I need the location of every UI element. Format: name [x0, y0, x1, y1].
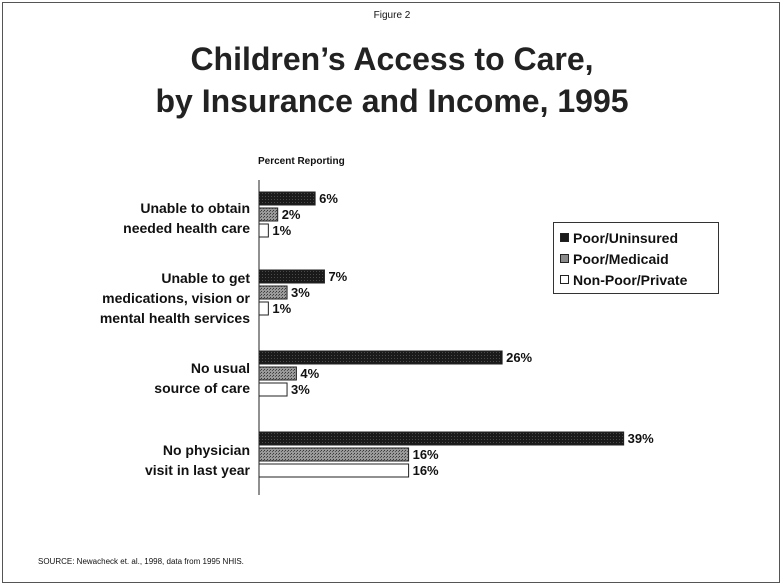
- bar-poor-medicaid-3: [258, 366, 297, 381]
- category-label-2-line-1: Unable to get: [161, 270, 250, 286]
- legend-label-poor-medicaid: Poor/Medicaid: [573, 250, 669, 267]
- legend-label-non-poor-private: Non-Poor/Private: [573, 271, 688, 288]
- bar-non-poor-private-1: [258, 223, 269, 238]
- category-label-1-line-2: needed health care: [123, 220, 250, 236]
- data-label-poor-medicaid-2: 3%: [291, 285, 310, 300]
- chart-title-line-2: by Insurance and Income, 1995: [155, 83, 629, 119]
- category-label-3-line-2: source of care: [154, 380, 250, 396]
- chart-title: Children’s Access to Care, by Insurance …: [0, 38, 784, 122]
- data-label-non-poor-private-2: 1%: [272, 301, 291, 316]
- data-label-poor-uninsured-2: 7%: [328, 269, 347, 284]
- bar-poor-uninsured-4: [258, 431, 625, 446]
- category-label-4-line-2: visit in last year: [144, 462, 250, 478]
- bar-poor-uninsured-2: [258, 269, 325, 284]
- bar-poor-medicaid-1: [258, 207, 279, 222]
- legend: Poor/Uninsured Poor/Medicaid Non-Poor/Pr…: [553, 222, 719, 294]
- legend-item-non-poor-private: Non-Poor/Private: [560, 269, 718, 290]
- category-label-4: No physician visit in last year: [20, 440, 250, 480]
- data-label-poor-uninsured-1: 6%: [319, 191, 338, 206]
- bar-non-poor-private-2: [258, 301, 269, 316]
- category-label-3: No usual source of care: [20, 358, 250, 398]
- legend-swatch-poor-uninsured: [560, 233, 569, 242]
- data-label-poor-medicaid-3: 4%: [300, 366, 319, 381]
- data-label-poor-uninsured-3: 26%: [506, 350, 532, 365]
- category-label-2-line-3: mental health services: [99, 310, 250, 326]
- data-label-poor-uninsured-4: 39%: [628, 431, 654, 446]
- data-label-non-poor-private-1: 1%: [272, 223, 291, 238]
- bar-series-group: 6%2%1%7%3%1%26%4%3%39%16%16%: [258, 191, 654, 478]
- chart-title-line-1: Children’s Access to Care,: [190, 41, 594, 77]
- bar-poor-medicaid-2: [258, 285, 288, 300]
- category-label-2: Unable to get medications, vision or menta…: [20, 268, 250, 328]
- legend-item-poor-medicaid: Poor/Medicaid: [560, 248, 718, 269]
- data-label-poor-medicaid-4: 16%: [413, 447, 439, 462]
- data-label-poor-medicaid-1: 2%: [282, 207, 301, 222]
- category-label-4-line-1: No physician: [162, 442, 250, 458]
- category-label-1: Unable to obtain needed health care: [20, 198, 250, 238]
- axis-caption: Percent Reporting: [258, 156, 345, 167]
- bar-poor-uninsured-3: [258, 350, 503, 365]
- source-note: SOURCE: Newacheck et. al., 1998, data fr…: [38, 557, 244, 566]
- legend-swatch-non-poor-private: [560, 275, 569, 284]
- data-label-non-poor-private-3: 3%: [291, 382, 310, 397]
- figure-label: Figure 2: [373, 10, 411, 21]
- legend-swatch-poor-medicaid: [560, 254, 569, 263]
- bar-non-poor-private-3: [258, 382, 288, 397]
- bar-non-poor-private-4: [258, 463, 410, 478]
- data-label-non-poor-private-4: 16%: [413, 463, 439, 478]
- category-label-2-line-2: medications, vision or: [102, 290, 250, 306]
- category-label-3-line-1: No usual: [190, 360, 250, 376]
- bar-poor-medicaid-4: [258, 447, 410, 462]
- bar-poor-uninsured-1: [258, 191, 316, 206]
- legend-label-poor-uninsured: Poor/Uninsured: [573, 229, 679, 246]
- legend-item-poor-uninsured: Poor/Uninsured: [560, 227, 718, 248]
- category-label-1-line-1: Unable to obtain: [140, 200, 250, 216]
